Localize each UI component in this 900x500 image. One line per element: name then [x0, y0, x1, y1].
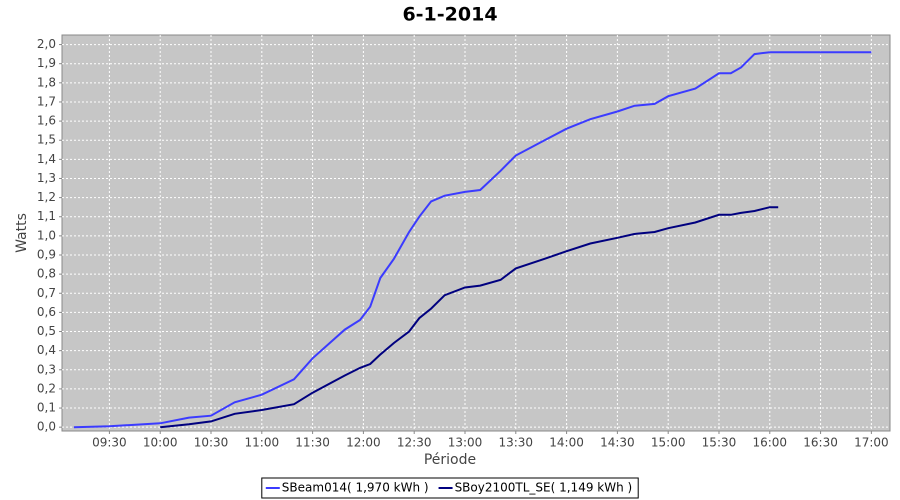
x-tick-label: 13:30: [498, 436, 533, 450]
plot-area: [61, 34, 891, 432]
x-tick-label: 10:30: [194, 436, 229, 450]
y-tick-label: 0,2: [37, 381, 56, 395]
chart-title: 6-1-2014: [402, 4, 497, 26]
y-tick-label: 0,3: [37, 362, 56, 376]
x-tick-label: 16:30: [803, 436, 838, 450]
x-tick-label: 17:00: [854, 436, 889, 450]
x-tick-label: 15:30: [702, 436, 737, 450]
y-tick-label: 0,5: [37, 324, 56, 338]
legend: SBeam014( 1,970 kWh ) SBoy2100TL_SE( 1,14…: [261, 477, 639, 499]
y-tick-label: 1,3: [37, 171, 56, 185]
y-tick-label: 0,0: [37, 420, 56, 434]
y-tick-label: 0,7: [37, 286, 56, 300]
legend-label: SBoy2100TL_SE( 1,149 kWh ): [455, 481, 633, 495]
y-tick-label: 1,4: [37, 152, 56, 166]
y-tick-label: 0,6: [37, 305, 56, 319]
y-tick-label: 1,8: [37, 75, 56, 89]
y-tick-label: 1,9: [37, 56, 56, 70]
x-tick-label: 11:00: [245, 436, 280, 450]
y-tick-label: 1,6: [37, 114, 56, 128]
x-tick-label: 12:30: [397, 436, 432, 450]
y-tick-label: 0,4: [37, 343, 56, 357]
x-tick-label: 12:00: [346, 436, 381, 450]
y-tick-label: 0,1: [37, 401, 56, 415]
y-tick-label: 1,2: [37, 190, 56, 204]
x-tick-label: 15:00: [651, 436, 686, 450]
x-tick-label: 16:00: [752, 436, 787, 450]
y-tick-label: 0,8: [37, 267, 56, 281]
y-tick-label: 1,0: [37, 228, 56, 242]
x-tick-label: 14:00: [549, 436, 584, 450]
y-tick-label: 2,0: [37, 37, 56, 51]
legend-label: SBeam014( 1,970 kWh ): [282, 481, 429, 495]
x-tick-label: 14:30: [600, 436, 635, 450]
x-tick-label: 13:00: [448, 436, 483, 450]
x-tick-label: 10:00: [143, 436, 178, 450]
x-tick-label: 11:30: [295, 436, 330, 450]
x-tick-label: 09:30: [92, 436, 127, 450]
y-tick-label: 0,9: [37, 248, 56, 262]
series-line: [73, 51, 872, 429]
y-tick-label: 1,5: [37, 133, 56, 147]
y-axis-label: Watts: [14, 213, 30, 253]
y-tick-label: 1,1: [37, 209, 56, 223]
x-axis-label: Période: [424, 452, 476, 468]
y-tick-label: 1,7: [37, 94, 56, 108]
series-line: [160, 206, 779, 429]
